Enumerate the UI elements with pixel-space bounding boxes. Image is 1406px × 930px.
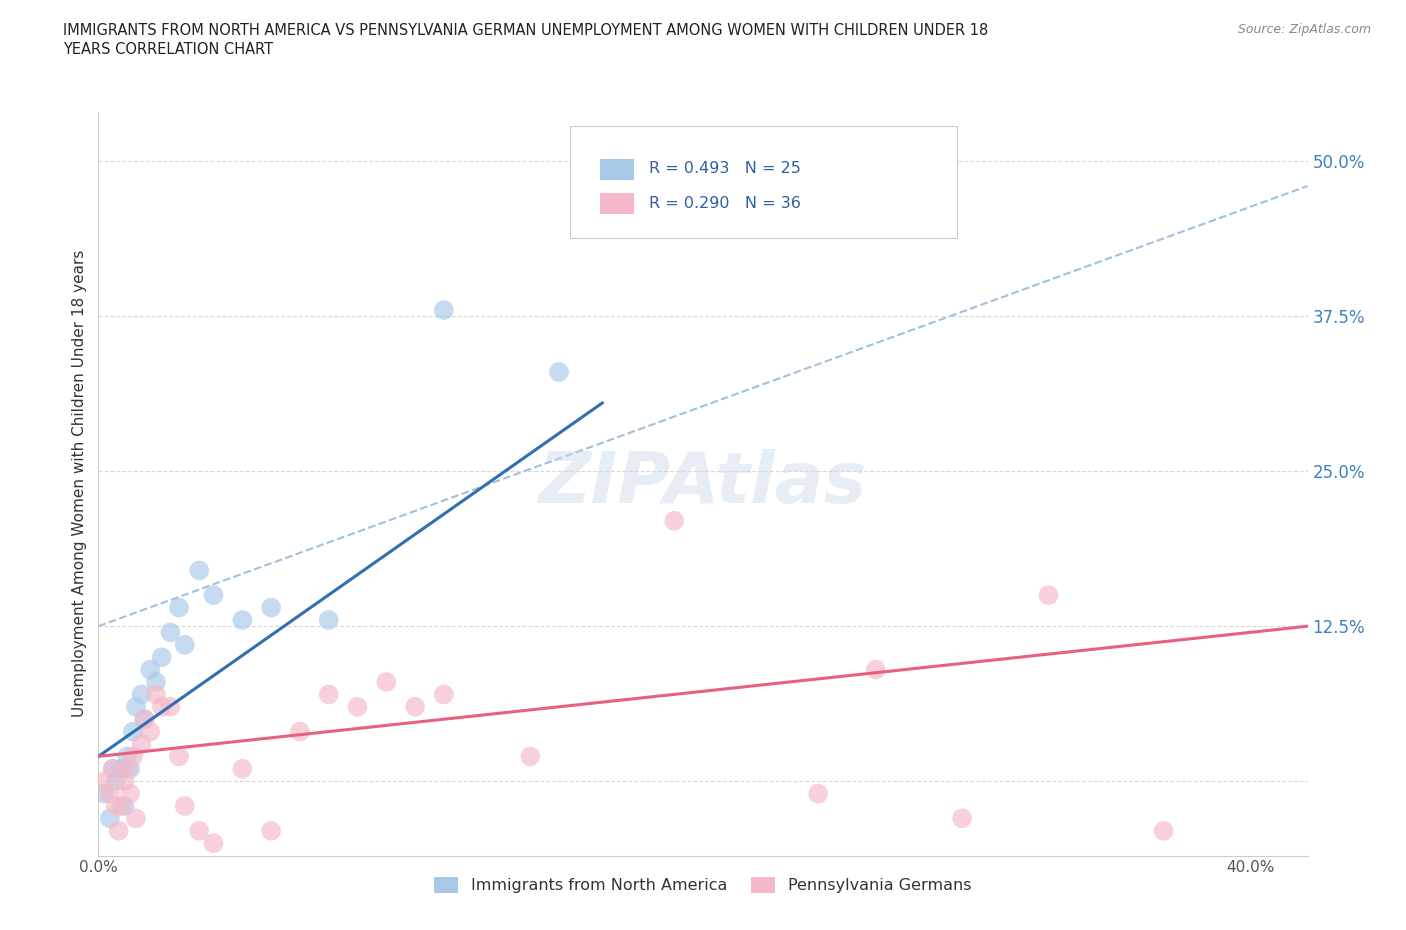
Point: [104, 799, 127, 814]
Point: [139, 724, 162, 739]
Point: [519, 749, 541, 764]
Point: [120, 786, 142, 801]
Point: [131, 737, 153, 751]
Point: [1038, 588, 1060, 603]
Point: [807, 786, 830, 801]
Text: YEARS CORRELATION CHART: YEARS CORRELATION CHART: [63, 42, 273, 57]
Text: Source: ZipAtlas.com: Source: ZipAtlas.com: [1237, 23, 1371, 36]
Point: [188, 563, 211, 578]
Point: [134, 711, 156, 726]
Point: [125, 811, 148, 826]
Point: [865, 662, 887, 677]
Point: [98, 786, 121, 801]
FancyBboxPatch shape: [600, 159, 634, 180]
Point: [159, 625, 181, 640]
Point: [125, 699, 148, 714]
Point: [173, 637, 195, 652]
Point: [122, 724, 145, 739]
Point: [93, 786, 115, 801]
Text: ZIPAtlas: ZIPAtlas: [538, 449, 868, 518]
Point: [112, 799, 135, 814]
Point: [548, 365, 571, 379]
Point: [145, 674, 167, 689]
Text: R = 0.290   N = 36: R = 0.290 N = 36: [648, 195, 800, 210]
Point: [159, 699, 181, 714]
Point: [288, 724, 311, 739]
Point: [664, 513, 686, 528]
Point: [101, 762, 124, 777]
Point: [202, 588, 225, 603]
Point: [260, 823, 283, 838]
Point: [110, 762, 132, 777]
Point: [145, 687, 167, 702]
Point: [101, 762, 124, 777]
Point: [433, 687, 456, 702]
Point: [150, 650, 173, 665]
Point: [112, 774, 135, 789]
Point: [260, 600, 283, 615]
Point: [231, 613, 253, 628]
Point: [110, 799, 132, 814]
Point: [231, 762, 253, 777]
Point: [131, 687, 153, 702]
Point: [433, 302, 456, 317]
Point: [173, 799, 195, 814]
Point: [1153, 823, 1175, 838]
Point: [98, 811, 121, 826]
Point: [134, 711, 156, 726]
Y-axis label: Unemployment Among Women with Children Under 18 years: Unemployment Among Women with Children U…: [72, 250, 87, 717]
FancyBboxPatch shape: [569, 126, 957, 238]
Point: [120, 762, 142, 777]
Text: R = 0.493   N = 25: R = 0.493 N = 25: [648, 162, 800, 177]
Point: [167, 600, 190, 615]
Point: [404, 699, 426, 714]
Point: [188, 823, 211, 838]
Point: [950, 811, 973, 826]
Point: [107, 823, 129, 838]
Point: [167, 749, 190, 764]
FancyBboxPatch shape: [600, 193, 634, 214]
Legend: Immigrants from North America, Pennsylvania Germans: Immigrants from North America, Pennsylva…: [427, 870, 979, 899]
Point: [104, 774, 127, 789]
Point: [346, 699, 368, 714]
Point: [115, 749, 138, 764]
Point: [375, 674, 398, 689]
Point: [202, 836, 225, 851]
Point: [122, 749, 145, 764]
Point: [150, 699, 173, 714]
Point: [318, 613, 340, 628]
Text: IMMIGRANTS FROM NORTH AMERICA VS PENNSYLVANIA GERMAN UNEMPLOYMENT AMONG WOMEN WI: IMMIGRANTS FROM NORTH AMERICA VS PENNSYL…: [63, 23, 988, 38]
Point: [139, 662, 162, 677]
Point: [93, 774, 115, 789]
Point: [115, 762, 138, 777]
Point: [318, 687, 340, 702]
